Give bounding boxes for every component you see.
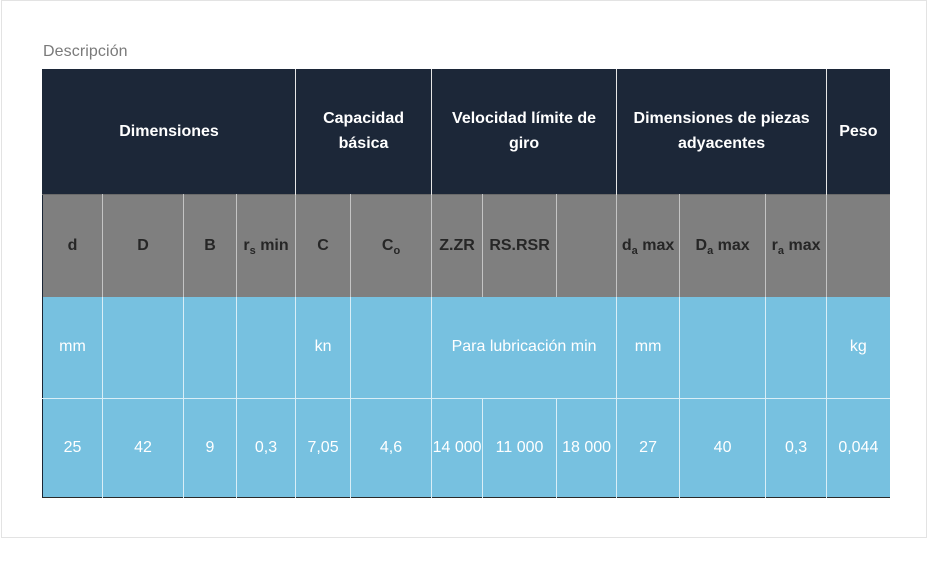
value-cell: 11 000 [482, 398, 558, 497]
column-header: da max [616, 193, 681, 297]
values-row: 25 42 9 0,3 7,05 4,6 14 000 11 000 18 00… [42, 398, 890, 497]
value-cell: 0,3 [765, 398, 828, 497]
units-row: mm kn Para lubricación min mm kg [42, 297, 890, 399]
group-header-row: Dimensiones Capacidad básica Velocidad l… [42, 69, 890, 194]
unit-cell [765, 297, 828, 399]
column-header: B [183, 193, 237, 297]
column-header: Co [350, 193, 433, 297]
unit-cell [236, 297, 297, 399]
value-cell: 7,05 [295, 398, 352, 497]
description-label: Descripción [43, 43, 128, 60]
unit-cell-capacity: kn [295, 297, 352, 399]
value-cell: 9 [183, 398, 237, 497]
group-header-capacity: Capacidad básica [295, 69, 433, 194]
group-header-adjacent: Dimensiones de piezas adyacentes [616, 69, 828, 194]
unit-cell-adjacent: mm [616, 297, 681, 399]
value-cell: 40 [679, 398, 767, 497]
group-header-speed: Velocidad límite de giro [431, 69, 618, 194]
value-cell: 0,044 [826, 398, 890, 497]
column-header: RS.RSR [482, 193, 558, 297]
group-header-dimensions: Dimensiones [42, 69, 297, 194]
value-cell: 25 [42, 398, 103, 497]
column-header-row: d D B rs min C Co Z.ZR RS.RSR da max Da … [42, 193, 890, 297]
column-header [556, 193, 618, 297]
column-header [826, 193, 890, 297]
group-header-weight: Peso [826, 69, 890, 194]
bearing-spec-table: Dimensiones Capacidad básica Velocidad l… [42, 69, 890, 498]
column-header: Da max [679, 193, 767, 297]
unit-cell [102, 297, 184, 399]
column-header: Z.ZR [431, 193, 484, 297]
unit-cell-speed: Para lubricación min [431, 297, 618, 399]
column-header: C [295, 193, 352, 297]
value-cell: 0,3 [236, 398, 297, 497]
unit-cell [350, 297, 433, 399]
value-cell: 18 000 [556, 398, 618, 497]
value-cell: 27 [616, 398, 681, 497]
value-cell: 42 [102, 398, 184, 497]
unit-cell [679, 297, 767, 399]
unit-cell-dimensions: mm [42, 297, 103, 399]
column-header: ra max [765, 193, 828, 297]
unit-cell [183, 297, 237, 399]
unit-cell-weight: kg [826, 297, 890, 399]
value-cell: 4,6 [350, 398, 433, 497]
column-header: d [42, 193, 103, 297]
value-cell: 14 000 [431, 398, 484, 497]
column-header: rs min [236, 193, 297, 297]
column-header: D [102, 193, 184, 297]
